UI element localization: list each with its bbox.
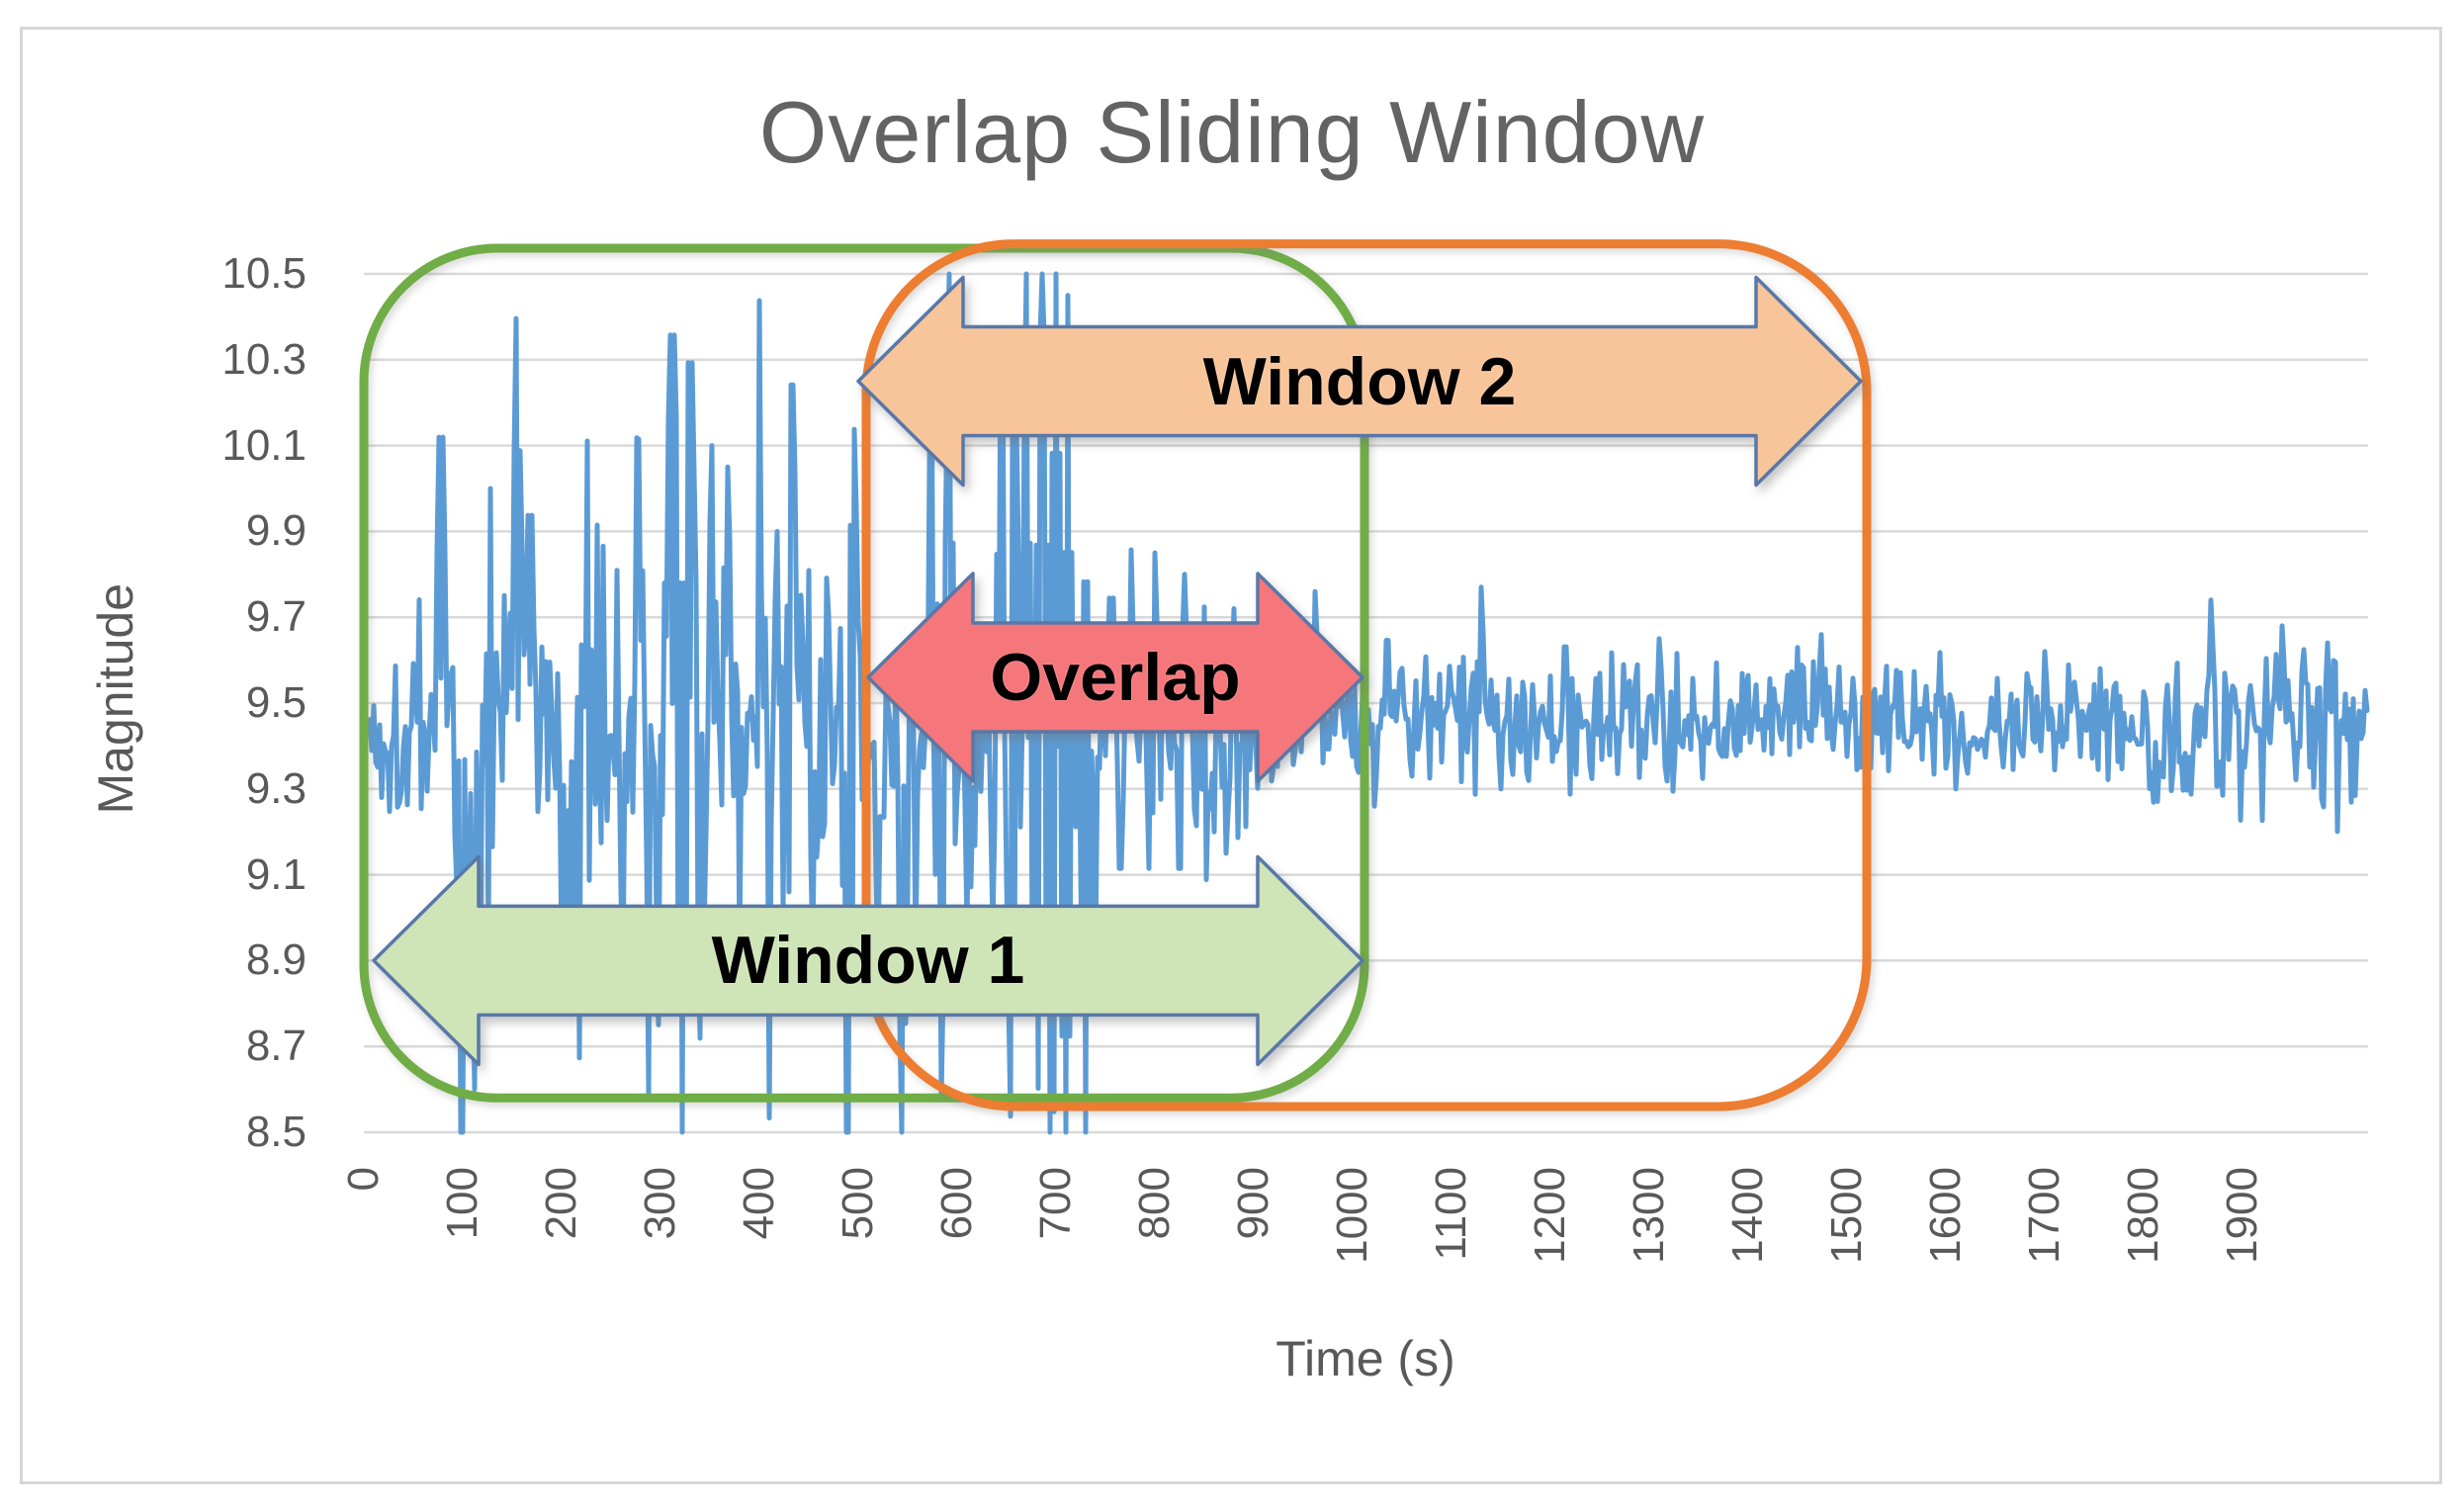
x-tick-label: 100 [438,1167,486,1240]
chart-title: Overlap Sliding Window [758,83,1706,181]
window2-arrow-label: Window 2 [1202,343,1517,419]
x-tick-label: 1200 [1526,1167,1574,1264]
x-tick-label: 1500 [1822,1167,1871,1264]
overlap-arrow-label: Overlap [990,639,1241,715]
window1-region-outline [359,243,1369,1103]
x-tick-label: 700 [1031,1167,1080,1240]
x-tick-label: 1300 [1625,1167,1673,1264]
x-tick-label: 1900 [2218,1167,2266,1264]
x-tick-label: 400 [735,1167,783,1240]
y-tick-label: 9.5 [245,678,307,727]
x-tick-label: 500 [834,1167,882,1240]
y-tick-label: 10.1 [221,420,307,470]
y-tick-label: 8.9 [245,935,307,985]
x-tick-label: 1600 [1921,1167,1970,1264]
window1-arrow-label: Window 1 [711,923,1025,999]
x-tick-label: 1000 [1328,1167,1376,1264]
x-tick-label: 900 [1229,1167,1277,1240]
x-tick-label: 1700 [2020,1167,2068,1264]
window1-arrow [372,854,1364,1067]
y-tick-label: 9.1 [245,849,307,899]
window-region-outlines [359,239,1872,1111]
x-tick-label: 1100 [1427,1167,1475,1261]
x-tick-label: 0 [339,1167,388,1192]
x-axis-title: Time (s) [1276,1331,1455,1386]
window2-arrow [856,275,1863,488]
overlap-arrow [866,572,1364,783]
y-axis-title: Magnitude [88,583,143,815]
y-tick-label: 10.3 [221,334,307,384]
y-tick-label: 9.7 [245,592,307,642]
x-tick-label: 800 [1130,1167,1179,1240]
y-tick-label: 9.9 [245,506,307,556]
y-tick-label: 9.3 [245,763,307,813]
x-tick-label: 600 [932,1167,981,1240]
y-tick-label: 10.5 [221,249,307,298]
annotation-arrows [372,275,1863,1067]
x-tick-label: 200 [537,1167,585,1240]
x-tick-label: 1800 [2119,1167,2167,1264]
y-tick-label: 8.7 [245,1022,307,1071]
window2-region-outline [861,239,1872,1111]
x-tick-label: 1400 [1723,1167,1772,1264]
y-tick-label: 8.5 [245,1108,307,1156]
x-tick-label: 300 [636,1167,684,1240]
